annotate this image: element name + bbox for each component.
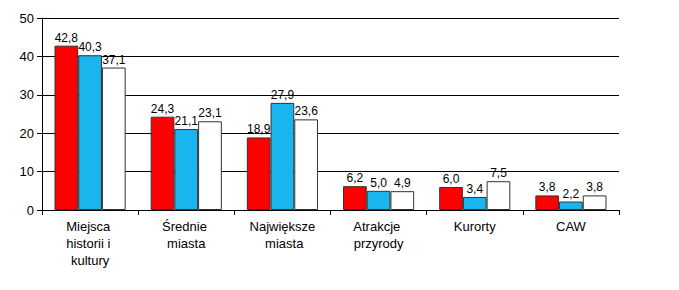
svg-text:Atrakcje: Atrakcje xyxy=(353,219,404,234)
svg-text:23,1: 23,1 xyxy=(198,106,222,120)
svg-text:37,1: 37,1 xyxy=(102,53,126,67)
svg-text:40: 40 xyxy=(20,49,34,64)
svg-text:40,3: 40,3 xyxy=(78,40,102,54)
svg-text:50: 50 xyxy=(20,11,34,26)
svg-text:23,6: 23,6 xyxy=(294,104,318,118)
svg-text:Średnie: Średnie xyxy=(162,219,210,234)
svg-text:historii i: historii i xyxy=(66,236,114,251)
svg-text:2,2: 2,2 xyxy=(563,187,580,201)
svg-text:6,0: 6,0 xyxy=(443,172,460,186)
svg-text:miasta: miasta xyxy=(261,236,304,251)
svg-text:42,8: 42,8 xyxy=(55,31,79,45)
svg-text:miasta: miasta xyxy=(167,236,206,251)
svg-text:24,3: 24,3 xyxy=(151,102,175,116)
svg-text:Największe: Największe xyxy=(250,219,316,234)
svg-text:6,2: 6,2 xyxy=(347,171,364,185)
svg-text:przyrody: przyrody xyxy=(354,236,404,251)
svg-text:10: 10 xyxy=(20,164,34,179)
svg-text:Miejsca: Miejsca xyxy=(66,219,114,234)
svg-text:27,9: 27,9 xyxy=(271,88,295,102)
svg-text:21,1: 21,1 xyxy=(175,114,199,128)
svg-text:30: 30 xyxy=(20,87,34,102)
svg-text:3,8: 3,8 xyxy=(586,180,603,194)
svg-text:Kurorty: Kurorty xyxy=(454,219,496,234)
svg-text:3,4: 3,4 xyxy=(466,182,483,196)
svg-text:kultury: kultury xyxy=(71,253,110,268)
svg-text:7,5: 7,5 xyxy=(490,166,507,180)
svg-text:18,9: 18,9 xyxy=(247,122,271,136)
svg-text:5,0: 5,0 xyxy=(370,176,387,190)
svg-text:20: 20 xyxy=(20,126,34,141)
svg-text:4,9: 4,9 xyxy=(394,176,411,190)
svg-text:CAW: CAW xyxy=(556,219,587,234)
svg-text:3,8: 3,8 xyxy=(539,180,556,194)
svg-text:0: 0 xyxy=(27,203,34,218)
